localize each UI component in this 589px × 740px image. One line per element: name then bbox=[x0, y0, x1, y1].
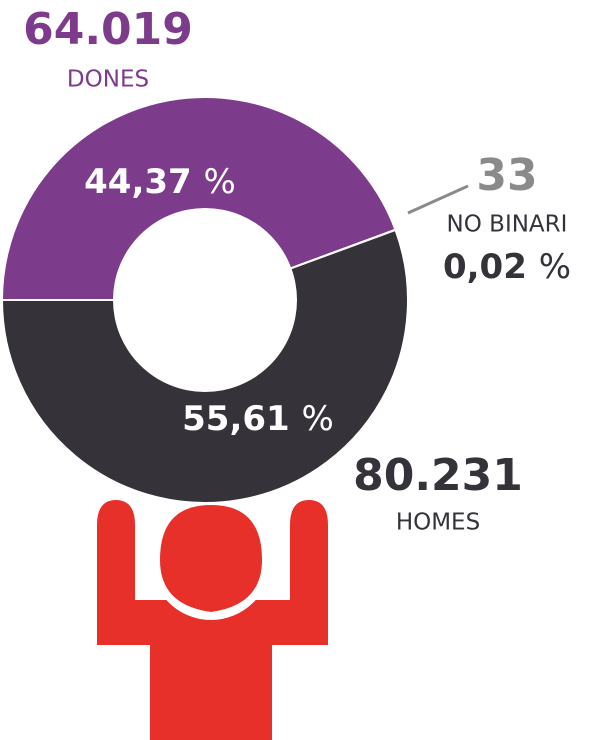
category-label: HOMES bbox=[396, 510, 480, 536]
category-label: DONES bbox=[67, 67, 149, 93]
category-label: NO BINARI bbox=[447, 212, 568, 238]
count-label: 64.019 bbox=[23, 4, 193, 55]
value-label: 0,02 % bbox=[443, 247, 571, 287]
donut-hole bbox=[113, 208, 297, 392]
value-label: 44,37 % bbox=[84, 162, 236, 202]
count-label: 80.231 bbox=[353, 450, 523, 501]
value-label: 55,61 % bbox=[182, 399, 334, 439]
person-icon bbox=[97, 500, 328, 740]
chart: 64.019 DONES 33 NO BINARI 80.231 HOMES 4… bbox=[0, 0, 589, 740]
leader-line bbox=[408, 186, 468, 213]
count-label: 33 bbox=[476, 150, 537, 201]
